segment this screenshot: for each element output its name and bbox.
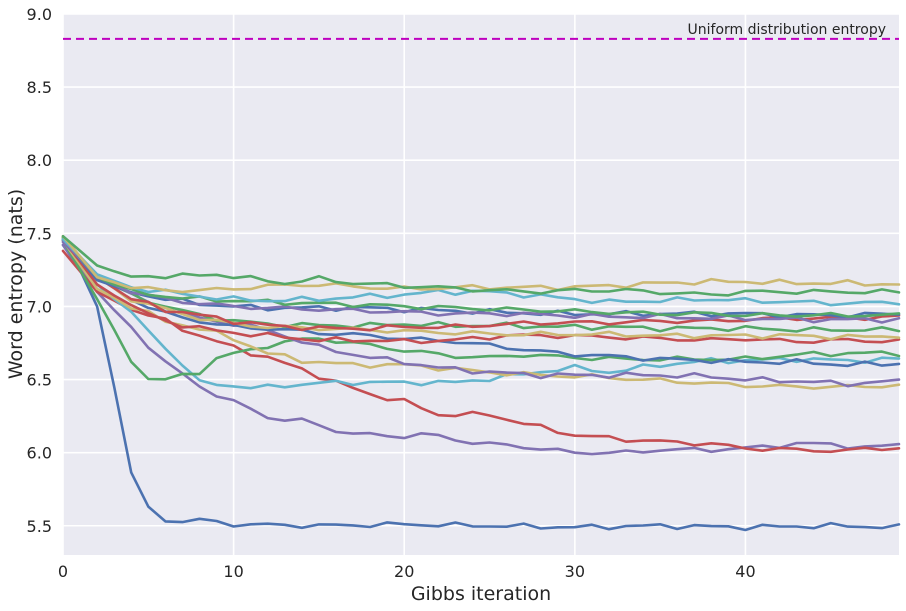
reference-line-group: Uniform distribution entropy — [63, 22, 899, 40]
series-line — [61, 237, 901, 368]
series-line — [61, 239, 901, 381]
uniform-entropy-label: Uniform distribution entropy — [688, 22, 887, 38]
series-line — [61, 239, 901, 324]
series-line — [61, 243, 901, 532]
x-tick-label: 40 — [735, 562, 755, 581]
x-tick-label: 10 — [223, 562, 243, 581]
x-tick-label: 0 — [58, 562, 68, 581]
series-line — [61, 237, 901, 345]
y-tick-label: 9.0 — [27, 5, 52, 24]
series-line — [61, 234, 901, 294]
plot-background — [63, 14, 899, 555]
series-line — [61, 249, 901, 454]
y-tick-labels: 5.5 6.0 6.5 7.0 7.5 8.0 8.5 9.0 — [27, 5, 52, 536]
y-tick-label: 6.5 — [27, 371, 52, 390]
y-tick-label: 7.5 — [27, 224, 52, 243]
series-line — [61, 243, 901, 456]
series-line — [61, 236, 901, 341]
x-tick-label: 30 — [565, 562, 585, 581]
y-tick-label: 7.0 — [27, 297, 52, 316]
x-tick-label: 20 — [394, 562, 414, 581]
x-tick-labels: 0 10 20 30 40 — [58, 562, 756, 581]
series-lines — [61, 234, 901, 532]
y-axis-label: Word entropy (nats) — [5, 189, 27, 379]
y-tick-label: 6.0 — [27, 444, 52, 463]
y-tick-label: 8.0 — [27, 151, 52, 170]
series-line — [61, 234, 901, 297]
series-line — [61, 240, 901, 388]
x-axis-label: Gibbs iteration — [411, 583, 551, 605]
y-tick-label: 8.5 — [27, 78, 52, 97]
y-tick-label: 5.5 — [27, 517, 52, 536]
